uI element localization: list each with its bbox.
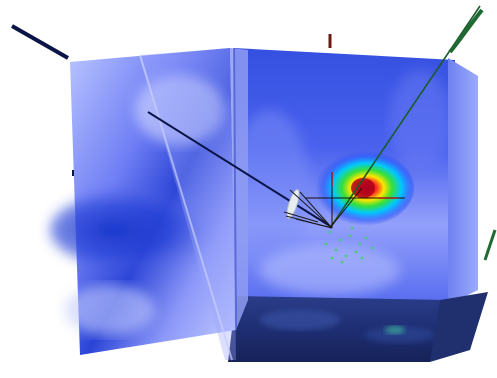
floor-right-edge [430,292,488,362]
right-edge-strip [478,60,497,310]
corner-pillar [230,47,248,331]
cone-probe-icon [283,189,333,229]
floor [228,292,488,362]
scatter-points [324,226,374,264]
crosshair [305,172,405,229]
right-wall [448,58,478,305]
left-edge-tick [72,170,74,176]
left-wall [50,48,236,361]
beam-ray-icon [11,5,497,261]
